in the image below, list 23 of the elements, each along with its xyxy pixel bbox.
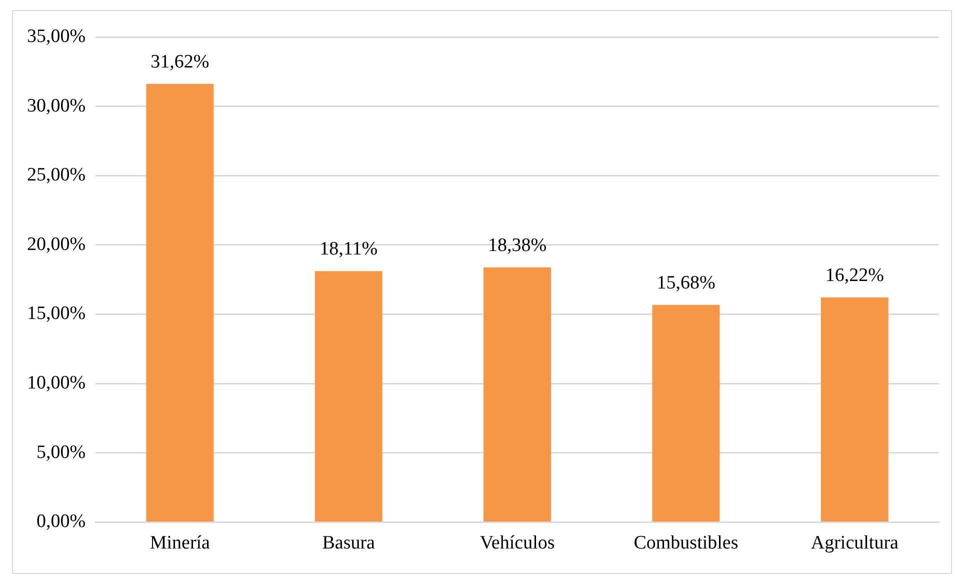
x-tick-label: Agricultura [810, 532, 900, 554]
x-tick-label: Minería [150, 532, 211, 554]
bar [146, 84, 214, 522]
x-tick-label: Basura [322, 532, 376, 554]
y-tick-label: 35,00% [27, 26, 86, 47]
y-tick-label: 25,00% [27, 164, 86, 186]
y-tick-label: 0,00% [36, 511, 86, 532]
y-tick-label: 5,00% [36, 442, 86, 463]
x-tick-label: Vehículos [480, 532, 555, 554]
data-label: 16,22% [825, 264, 884, 286]
data-label: 18,38% [488, 234, 547, 256]
data-label: 15,68% [656, 272, 716, 294]
bar [484, 267, 552, 522]
data-label: 31,62% [150, 51, 210, 72]
y-tick-label: 10,00% [27, 372, 86, 394]
y-tick-label: 15,00% [27, 303, 86, 324]
bar [820, 297, 888, 522]
y-tick-label: 30,00% [27, 95, 86, 116]
x-tick-label: Combustibles [634, 532, 738, 554]
data-label: 18,11% [320, 238, 378, 260]
bar [652, 304, 720, 522]
y-tick-label: 20,00% [27, 234, 86, 255]
bar [314, 271, 382, 522]
